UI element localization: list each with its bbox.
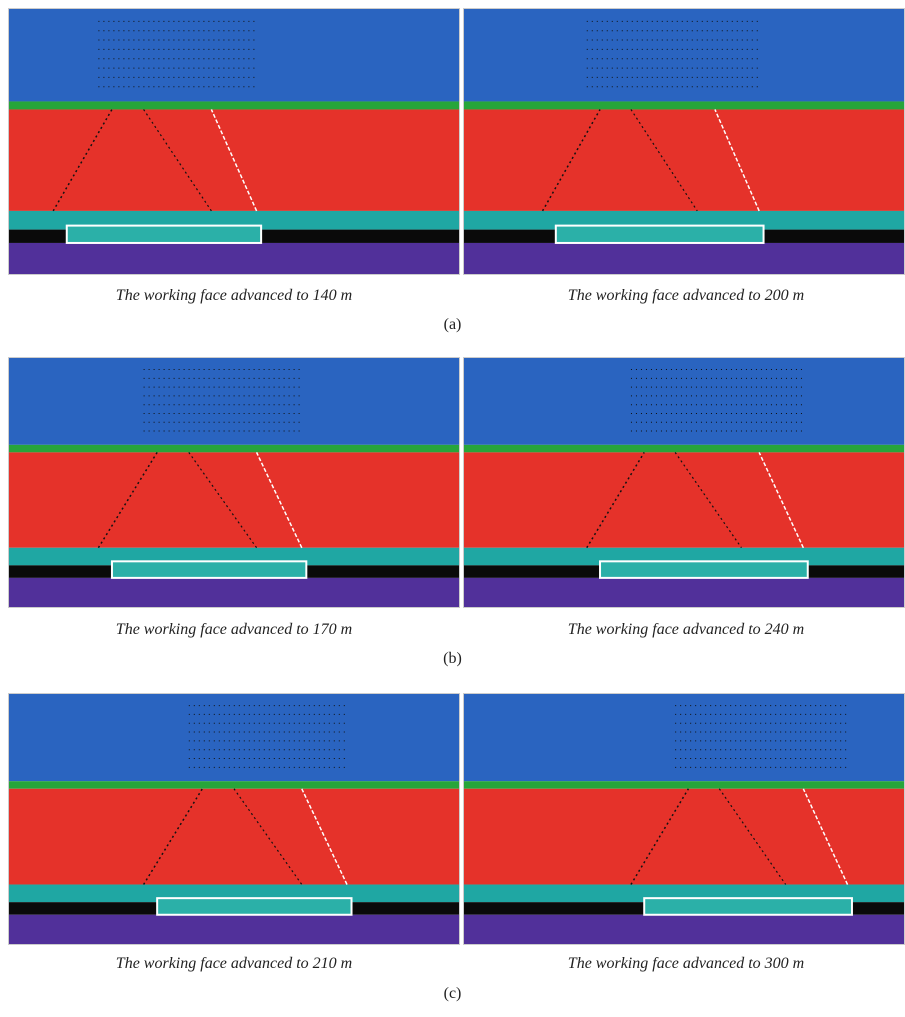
simulation-image (8, 693, 460, 945)
caption: The working face advanced to 210 m (8, 955, 460, 973)
green-layer (463, 781, 905, 789)
simulation-image (8, 8, 460, 275)
caption: The working face advanced to 140 m (8, 287, 460, 305)
simulation-image (463, 693, 905, 945)
red-layer (8, 789, 460, 885)
goaf (644, 898, 852, 915)
floor-layer (463, 243, 905, 275)
caption: The working face advanced to 240 m (460, 621, 905, 639)
goaf (600, 561, 808, 578)
floor-layer (463, 578, 905, 608)
blue-layer (8, 8, 460, 101)
simulation-image (463, 357, 905, 608)
green-layer (8, 101, 460, 109)
simulation-image (8, 357, 460, 608)
subfigure-label: (c) (0, 985, 905, 1003)
blue-layer (8, 357, 460, 445)
blue-layer (463, 693, 905, 781)
floor-layer (463, 915, 905, 945)
green-layer (8, 781, 460, 789)
goaf (112, 561, 306, 578)
goaf (157, 898, 351, 915)
red-layer (463, 109, 905, 210)
green-layer (8, 445, 460, 453)
goaf (67, 226, 261, 243)
subfigure-label: (b) (0, 650, 905, 668)
goaf (556, 226, 764, 243)
floor-layer (8, 243, 460, 275)
floor-layer (8, 915, 460, 945)
green-layer (463, 445, 905, 453)
green-layer (463, 101, 905, 109)
red-layer (463, 789, 905, 885)
caption: The working face advanced to 200 m (460, 287, 905, 305)
floor-layer (8, 578, 460, 608)
blue-layer (463, 8, 905, 101)
figure-page: The working face advanced to 140 mThe wo… (0, 0, 905, 1017)
caption: The working face advanced to 170 m (8, 621, 460, 639)
blue-layer (463, 357, 905, 445)
simulation-image (463, 8, 905, 275)
caption: The working face advanced to 300 m (460, 955, 905, 973)
blue-layer (8, 693, 460, 781)
subfigure-label: (a) (0, 316, 905, 334)
red-layer (8, 452, 460, 547)
red-layer (463, 452, 905, 547)
